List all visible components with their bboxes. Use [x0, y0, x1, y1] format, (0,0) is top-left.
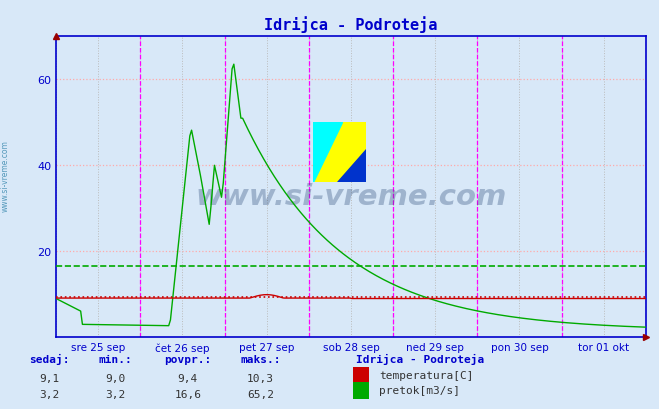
- Text: 65,2: 65,2: [247, 389, 273, 399]
- Title: Idrijca - Podroteja: Idrijca - Podroteja: [264, 16, 438, 33]
- Text: min.:: min.:: [98, 354, 132, 364]
- Text: povpr.:: povpr.:: [164, 354, 212, 364]
- Text: 3,2: 3,2: [40, 389, 59, 399]
- Polygon shape: [337, 150, 366, 183]
- Text: pretok[m3/s]: pretok[m3/s]: [379, 385, 460, 396]
- Text: Idrijca - Podroteja: Idrijca - Podroteja: [356, 353, 484, 364]
- Text: 9,1: 9,1: [40, 373, 59, 383]
- Text: 9,0: 9,0: [105, 373, 125, 383]
- Text: 16,6: 16,6: [175, 389, 201, 399]
- Text: temperatura[C]: temperatura[C]: [379, 370, 473, 380]
- Text: 9,4: 9,4: [178, 373, 198, 383]
- Text: www.si-vreme.com: www.si-vreme.com: [195, 182, 507, 210]
- Text: 10,3: 10,3: [247, 373, 273, 383]
- Polygon shape: [313, 123, 342, 183]
- Text: 3,2: 3,2: [105, 389, 125, 399]
- Text: maks.:: maks.:: [240, 354, 281, 364]
- Text: sedaj:: sedaj:: [29, 353, 70, 364]
- Text: www.si-vreme.com: www.si-vreme.com: [1, 140, 10, 212]
